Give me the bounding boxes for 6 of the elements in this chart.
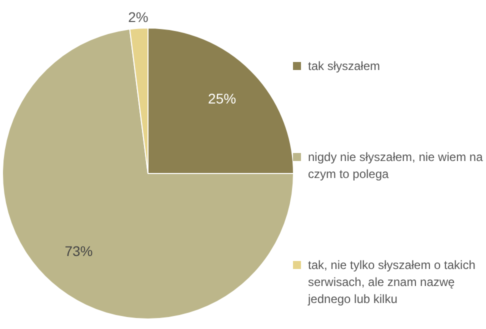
data-label: 2% (128, 9, 148, 26)
legend-label: tak słyszałem (308, 58, 380, 75)
legend-label: tak, nie tylko słyszałem o takich serwisach, ale znam nazwę jednego lub kilku (308, 257, 476, 308)
data-label: 25% (208, 90, 236, 106)
legend-label: nigdy nie słyszałem, nie wiem na czym to polega (308, 149, 483, 183)
data-label: 73% (64, 242, 93, 259)
